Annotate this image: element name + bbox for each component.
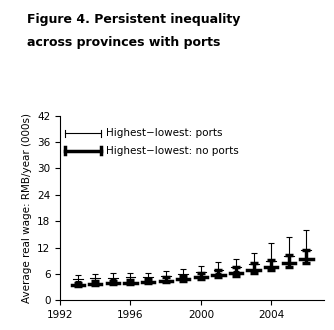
Text: across provinces with ports: across provinces with ports [27, 36, 220, 49]
Y-axis label: Average real wage: RMB/year (000s): Average real wage: RMB/year (000s) [22, 113, 32, 303]
Text: Figure 4. Persistent inequality: Figure 4. Persistent inequality [27, 13, 240, 26]
Text: Highest−lowest: ports: Highest−lowest: ports [106, 128, 222, 138]
Text: Highest−lowest: no ports: Highest−lowest: no ports [106, 146, 238, 156]
